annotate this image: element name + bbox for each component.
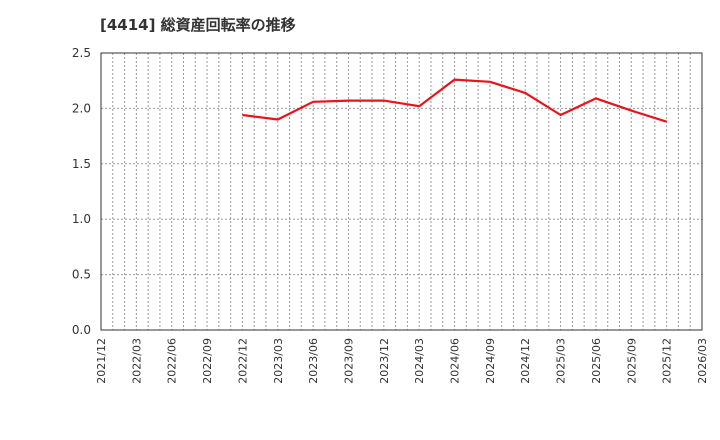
x-tick-label: 2025/09 bbox=[625, 338, 638, 384]
x-tick-label: 2022/06 bbox=[166, 338, 179, 384]
y-tick-label: 2.5 bbox=[72, 46, 91, 60]
x-tick-label: 2026/03 bbox=[696, 338, 709, 384]
x-tick-label: 2023/09 bbox=[342, 338, 355, 384]
series-line-total-asset-turnover bbox=[242, 78, 667, 123]
y-tick-label: 0.5 bbox=[72, 268, 91, 282]
x-tick-label: 2022/03 bbox=[130, 338, 143, 384]
y-tick-label: 0.0 bbox=[72, 323, 91, 337]
x-tick-label: 2024/09 bbox=[484, 338, 497, 384]
x-tick-label: 2024/03 bbox=[413, 338, 426, 384]
x-tick-label: 2024/06 bbox=[449, 338, 462, 384]
x-tick-label: 2021/12 bbox=[95, 338, 108, 384]
chart-title: [4414] 総資産回転率の推移 bbox=[100, 16, 296, 34]
x-tick-label: 2025/12 bbox=[661, 338, 674, 384]
y-tick-label: 1.0 bbox=[72, 212, 91, 226]
x-tick-label: 2023/03 bbox=[272, 338, 285, 384]
x-tick-label: 2023/12 bbox=[378, 338, 391, 384]
x-axis: 2021/12 2022/03 2022/06 2022/09 2022/12 2023/… bbox=[95, 338, 709, 384]
y-axis: 0.0 0.5 1.0 1.5 2.0 2.5 bbox=[72, 46, 91, 337]
x-tick-label: 2024/12 bbox=[519, 338, 532, 384]
x-tick-label: 2023/06 bbox=[307, 338, 320, 384]
y-tick-label: 2.0 bbox=[72, 101, 91, 115]
x-tick-label: 2022/09 bbox=[201, 338, 214, 384]
plot-frame bbox=[100, 52, 703, 331]
grid-lines bbox=[101, 53, 702, 330]
x-tick-label: 2022/12 bbox=[236, 338, 249, 384]
x-tick-label: 2025/03 bbox=[555, 338, 568, 384]
x-tick-label: 2025/06 bbox=[590, 338, 603, 384]
y-tick-label: 1.5 bbox=[72, 157, 91, 171]
